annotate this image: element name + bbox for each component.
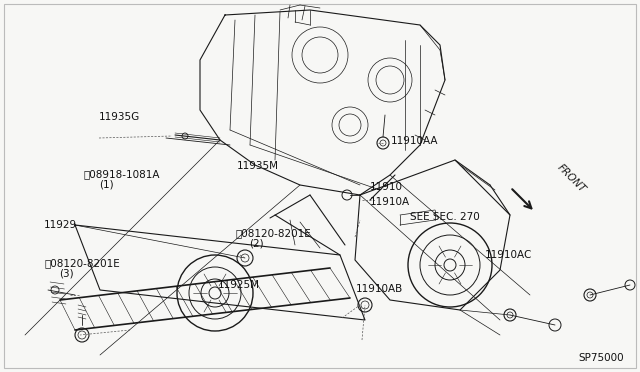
Text: FRONT: FRONT [555, 163, 587, 195]
Text: 11910AA: 11910AA [390, 136, 438, 145]
Text: 11910AC: 11910AC [485, 250, 532, 260]
Text: 11929: 11929 [44, 220, 77, 230]
Text: (3): (3) [59, 269, 74, 278]
Text: 11925M: 11925M [218, 280, 260, 289]
Text: Ⓓ08120-8201E: Ⓓ08120-8201E [236, 229, 311, 238]
Text: 11910AB: 11910AB [356, 285, 403, 294]
Text: ⓝ08918-1081A: ⓝ08918-1081A [83, 169, 160, 179]
Text: SP75000: SP75000 [579, 353, 624, 363]
Text: (1): (1) [99, 179, 114, 189]
Text: 11935M: 11935M [237, 161, 279, 170]
Text: 11935G: 11935G [99, 112, 140, 122]
Text: SEE SEC. 270: SEE SEC. 270 [410, 212, 479, 221]
Text: Ⓓ08120-8201E: Ⓓ08120-8201E [45, 259, 120, 268]
Text: 11910: 11910 [370, 182, 403, 192]
Text: 11910A: 11910A [370, 197, 410, 206]
Text: (2): (2) [250, 239, 264, 248]
